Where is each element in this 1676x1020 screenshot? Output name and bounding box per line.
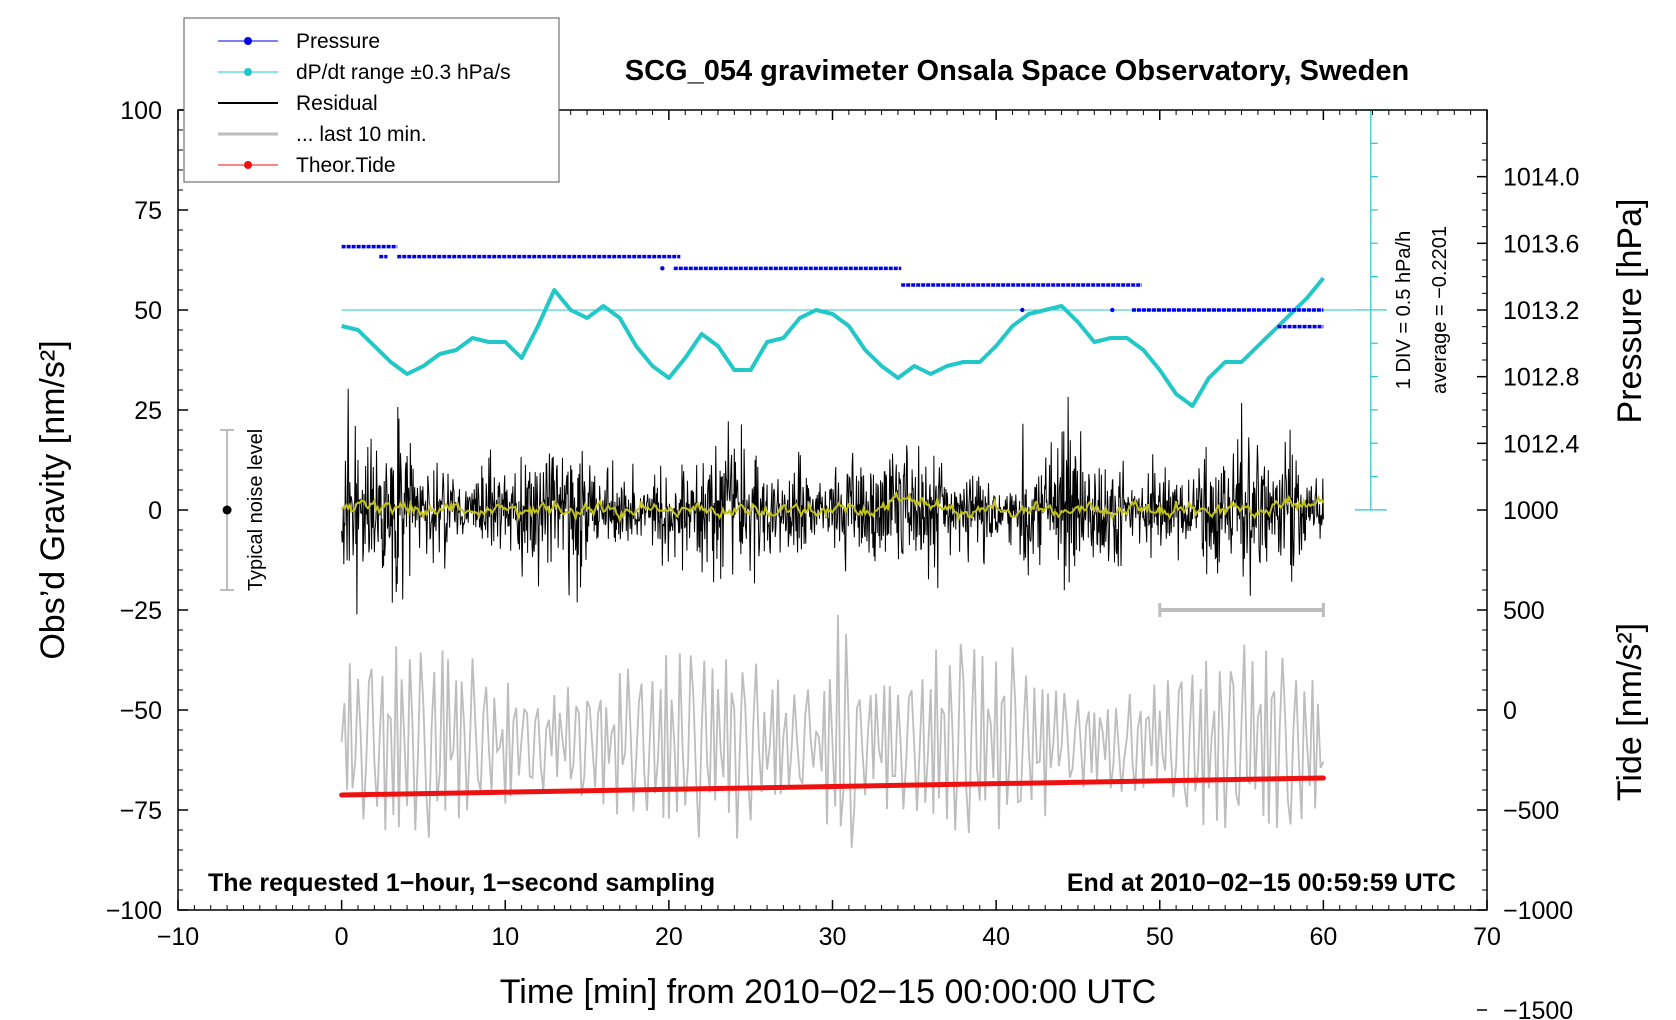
last-10-min-trace [340, 614, 1325, 848]
x-tick-label: 20 [655, 923, 683, 951]
footer-right-note: End at 2010−02−15 00:59:59 UTC [1067, 869, 1456, 897]
footer-left-note: The requested 1−hour, 1−second sampling [208, 869, 715, 897]
scale-div-note: 1 DIV = 0.5 hPa/h [1393, 231, 1415, 389]
noise-level-dot [222, 505, 232, 515]
x-tick-label: 40 [982, 923, 1010, 951]
x-tick-label: 60 [1309, 923, 1337, 951]
left-tick-label: −50 [120, 697, 162, 725]
left-tick-label: −25 [120, 597, 162, 625]
left-tick-label: 50 [134, 297, 162, 325]
tide-tick-label: −1500 [1503, 997, 1573, 1020]
smoothed-residual-trace [340, 490, 1325, 524]
tide-tick-label: −1000 [1503, 897, 1573, 925]
noise-level-label: Typical noise level [245, 429, 267, 591]
left-tick-label: −100 [106, 897, 162, 925]
tide-tick-label: 0 [1503, 697, 1517, 725]
pressure-point [1110, 307, 1115, 313]
left-tick-label: 100 [120, 97, 162, 125]
legend-box [183, 17, 560, 183]
legend-label: ... last 10 min. [296, 123, 427, 146]
left-tick-label: 25 [134, 397, 162, 425]
tide-tick-label: 500 [1503, 597, 1545, 625]
scale-average-note: average = −0.2201 [1429, 226, 1451, 394]
legend-label: Residual [296, 92, 378, 115]
pressure-tick-label: 1012.4 [1503, 430, 1580, 458]
left-axis-title: Obs’d Gravity [nm/s²] [34, 340, 72, 659]
pressure-tick-label: 1013.6 [1503, 230, 1579, 258]
tide-axis-title: Tide [nm/s²] [1611, 623, 1649, 801]
chart-title: SCG_054 gravimeter Onsala Space Observat… [625, 55, 1409, 87]
legend-label: Theor.Tide [296, 154, 396, 177]
x-tick-label: −10 [157, 923, 199, 951]
pressure-point [1020, 307, 1025, 313]
x-axis-title: Time [min] from 2010−02−15 00:00:00 UTC [500, 973, 1156, 1011]
x-tick-label: 50 [1146, 923, 1174, 951]
theor-tide-line [339, 775, 1326, 798]
legend-marker [244, 37, 252, 45]
legend-label: Pressure [296, 30, 380, 53]
tide-tick-label: −500 [1503, 797, 1559, 825]
legend-label: dP/dt range ±0.3 hPa/s [296, 61, 511, 84]
residual-trace [341, 388, 1324, 615]
left-tick-label: 75 [134, 197, 162, 225]
pressure-tick-label: 1014.0 [1503, 164, 1579, 192]
pressure-axis-title: Pressure [hPa] [1611, 199, 1649, 424]
pressure-tick-label: 1012.8 [1503, 364, 1579, 392]
left-tick-label: 0 [148, 497, 162, 525]
dpdt-curve [341, 276, 1325, 408]
x-tick-label: 30 [819, 923, 847, 951]
tide-tick-label: 1000 [1503, 497, 1559, 525]
legend-marker [244, 68, 252, 76]
plot-layer [220, 109, 1387, 848]
pressure-point [660, 266, 665, 271]
plot-frame: −10 0 10 20 30 40 50 60 701007550250−25−50−75−10… [106, 97, 1580, 1020]
pressure-tick-label: 1013.2 [1503, 297, 1579, 325]
x-tick-label: 10 [491, 923, 519, 951]
x-tick-label: 70 [1473, 923, 1501, 951]
left-tick-label: −75 [120, 797, 162, 825]
legend-marker [244, 161, 252, 169]
legend: Pressure dP/dt range ±0.3 hPa/s Residual..… [183, 17, 560, 183]
x-tick-label: 0 [335, 923, 349, 951]
